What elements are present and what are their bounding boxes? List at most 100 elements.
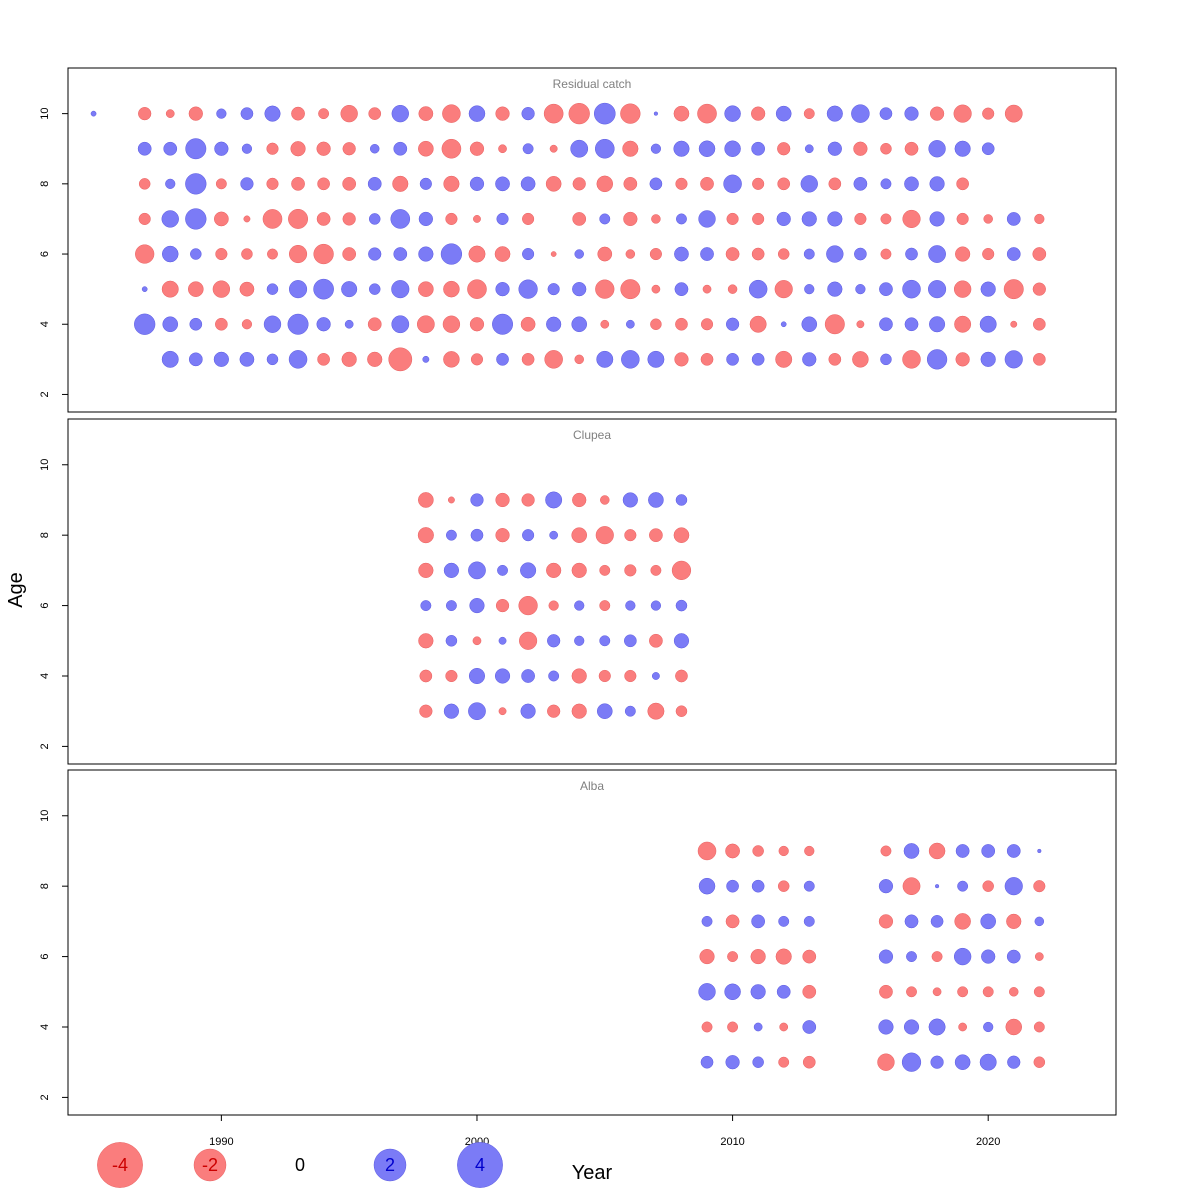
bubble-point [956, 212, 969, 225]
bubble-point [241, 319, 253, 330]
bubble-point [188, 352, 203, 367]
bubble-point [418, 211, 433, 227]
bubble-point [802, 1055, 816, 1069]
bubble-point [469, 317, 485, 332]
bubble-point [778, 845, 789, 857]
bubble-point [1010, 320, 1018, 328]
x-tick-label: 2010 [720, 1136, 744, 1148]
bubble-point [675, 317, 688, 331]
bubble-point [495, 106, 510, 121]
bubble-point [802, 1020, 817, 1034]
bubble-point [700, 176, 714, 191]
bubble-point [520, 562, 537, 579]
y-tick-label: 8 [39, 181, 51, 187]
bubble-point [215, 317, 228, 331]
bubble-point [391, 315, 410, 334]
bubble-point [980, 281, 996, 297]
bubble-point [624, 529, 637, 542]
bubble-point [725, 843, 740, 859]
bubble-point [1006, 212, 1021, 226]
bubble-point [571, 668, 587, 684]
bubble-point [185, 173, 207, 195]
bubble-point [727, 1021, 739, 1033]
bubble-point [955, 352, 970, 367]
bubble-point [419, 177, 432, 190]
y-tick-label: 4 [39, 321, 51, 327]
bubble-point [620, 103, 641, 124]
bubble-point [240, 177, 254, 191]
bubble-point [650, 564, 662, 576]
bubble-point [853, 141, 868, 156]
bubble-point [498, 144, 507, 154]
bubble-point [391, 280, 410, 299]
bubble-point [141, 286, 148, 292]
bubble-point [264, 105, 281, 122]
legend: -4 -2 0 2 4 [97, 1142, 503, 1188]
bubble-point [313, 243, 334, 265]
panel-frame [67, 418, 1117, 765]
bubble-point [494, 246, 511, 262]
bubble-point [752, 845, 764, 857]
bubble-point [647, 350, 665, 368]
bubble-point [804, 845, 815, 857]
bubble-point [954, 1054, 971, 1071]
bubble-point [981, 949, 996, 964]
bubble-point [904, 176, 919, 192]
bubble-point [316, 317, 331, 332]
bubble-point [1034, 916, 1045, 927]
bubble-point [289, 244, 308, 264]
bubble-point [1009, 987, 1019, 997]
bubble-point [316, 141, 331, 156]
bubble-point [854, 212, 867, 225]
bubble-point [544, 350, 563, 369]
bubble-point [469, 597, 485, 614]
bubble-point [546, 562, 562, 578]
bubble-point [1004, 877, 1023, 896]
bubble-point [751, 106, 766, 121]
bubble-point [572, 212, 587, 226]
bubble-point [723, 174, 742, 194]
bubble-point [726, 879, 739, 893]
bubble-point [804, 284, 815, 295]
bubble-point [651, 214, 661, 224]
bubble-point [880, 845, 892, 857]
bubble-point [341, 281, 358, 298]
bubble-point [904, 914, 919, 929]
bubble-point [930, 915, 944, 928]
bubble-point [852, 351, 869, 368]
bubble-point [979, 1053, 997, 1071]
bubble-point [213, 351, 229, 367]
bubble-point [982, 880, 994, 892]
bubble-point [445, 600, 457, 612]
bubble-point [417, 527, 434, 544]
bubble-point [775, 948, 792, 965]
x-axis-title: Year [572, 1162, 613, 1184]
bubble-point [549, 144, 558, 153]
bubble-point [545, 491, 563, 509]
bubble-point [215, 178, 227, 190]
bubble-point [342, 176, 357, 191]
bubble-point [880, 213, 892, 225]
bubble-point [520, 703, 536, 719]
bubble-point [393, 247, 408, 261]
bubble-point [651, 284, 661, 294]
bubble-point [291, 176, 305, 191]
bubble-point [571, 527, 588, 543]
bubble-point [958, 1022, 967, 1032]
y-tick-label: 6 [39, 251, 51, 257]
bubble-point [726, 212, 739, 225]
bubble-point [647, 702, 665, 720]
bubble-point [700, 1055, 714, 1069]
bubble-point [801, 316, 818, 333]
bubble-point [624, 564, 637, 577]
bubble-point [1032, 282, 1046, 296]
bubble-point [929, 106, 945, 121]
bubble-point [216, 108, 227, 119]
bubble-point [777, 880, 790, 892]
legend-bubble [373, 1148, 407, 1182]
bubble-point [289, 280, 308, 299]
bubble-point [313, 278, 334, 300]
bubble-point [801, 211, 817, 227]
bubble-point [263, 315, 282, 333]
bubble-point [417, 315, 435, 334]
